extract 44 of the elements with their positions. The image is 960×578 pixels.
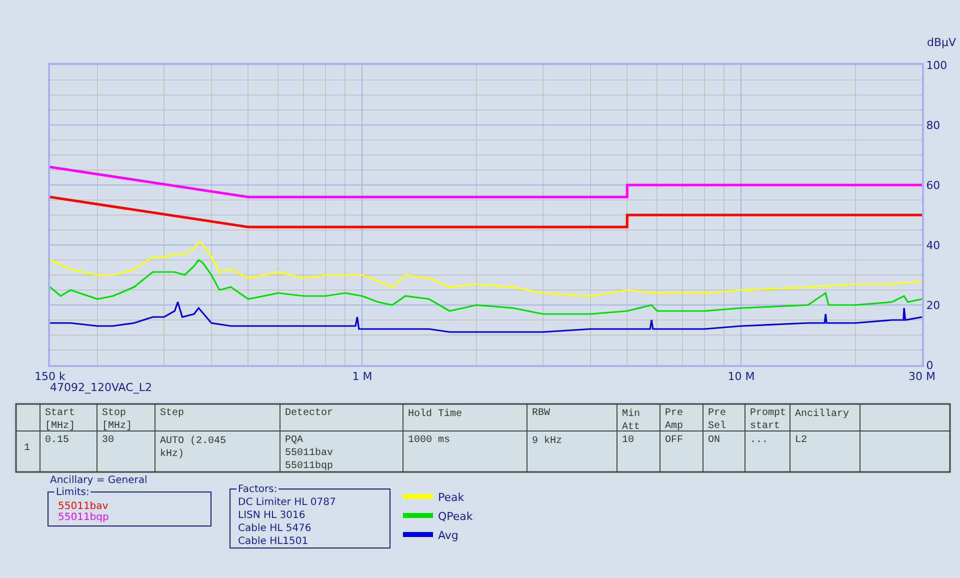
text: PQA 55011bav 55011bqp	[285, 435, 334, 472]
legend-label: QPeak	[438, 510, 474, 523]
x-tick-label: 1 M	[352, 370, 372, 384]
text: 0.15	[45, 435, 70, 446]
text: 1	[24, 443, 30, 454]
text: 10	[622, 435, 634, 446]
legend-label: Peak	[438, 490, 465, 504]
text: 30	[102, 435, 114, 446]
text: 1000 ms	[408, 435, 450, 446]
text: Hold Time	[408, 408, 462, 420]
text: OFF	[665, 435, 684, 446]
text: Ancillary	[795, 408, 850, 420]
text: Factors:	[238, 484, 278, 495]
text: DC Limiter HL 0787 LISN HL 3016 Cable HL 5476 Cable HL1501	[238, 497, 336, 547]
text: Start [MHz]	[45, 408, 76, 432]
y-tick-label: 100	[926, 58, 948, 72]
x-tick-label: 30 M	[908, 370, 936, 384]
text: RBW	[532, 408, 550, 419]
y-tick-label: 0	[926, 358, 934, 372]
text: Pre Amp	[665, 408, 684, 432]
y-tick-label: 80	[926, 118, 940, 132]
text: 9 kHz	[532, 435, 562, 447]
text: Min Att	[622, 408, 640, 433]
text: Limits:	[56, 487, 90, 498]
y-tick-label: 40	[926, 238, 940, 252]
text: 47092_120VAC_L2	[50, 381, 152, 394]
text: Stop [MHz]	[102, 408, 132, 432]
text: L2	[795, 435, 808, 446]
text: Ancillary = General	[50, 475, 148, 486]
x-tick-label: 150 k	[34, 370, 66, 384]
text: Pre Sel	[708, 408, 726, 432]
text: 55011bav	[58, 501, 108, 512]
legend-label: Avg	[438, 528, 458, 542]
text: Detector	[285, 408, 334, 419]
text: Step	[160, 408, 184, 419]
text: ...	[750, 435, 768, 446]
text: AUTO (2.045 kHz)	[160, 435, 226, 460]
y-tick-label: 60	[926, 178, 940, 192]
text: Prompt start	[750, 408, 786, 432]
y-tick-label: 20	[926, 298, 940, 312]
y-axis-title: dBµV	[927, 36, 957, 49]
x-tick-label: 10 M	[728, 370, 755, 384]
text: 55011bqp	[58, 512, 109, 523]
text: ON	[708, 435, 720, 446]
